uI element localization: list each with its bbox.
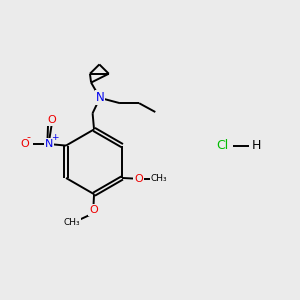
Text: Cl: Cl	[216, 139, 228, 152]
Text: O: O	[47, 115, 56, 125]
Text: N: N	[45, 139, 53, 148]
Text: CH₃: CH₃	[64, 218, 81, 227]
Text: O: O	[89, 206, 98, 215]
Text: O: O	[134, 174, 143, 184]
Text: +: +	[51, 133, 58, 142]
Text: H: H	[251, 139, 261, 152]
Text: O: O	[20, 139, 29, 148]
Text: CH₃: CH₃	[151, 174, 167, 183]
Text: -: -	[27, 132, 31, 142]
Text: N: N	[96, 92, 104, 104]
